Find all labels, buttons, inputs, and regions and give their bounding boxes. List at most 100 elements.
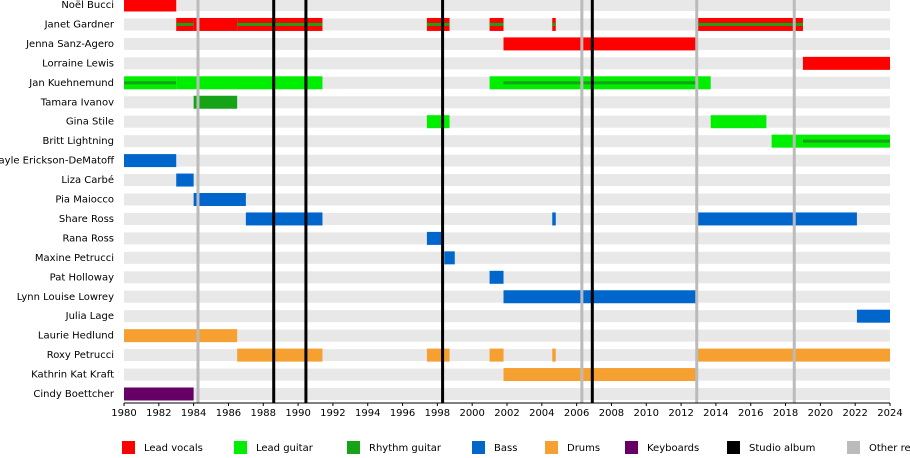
tenure-bar (124, 154, 177, 168)
tenure-bar (503, 37, 697, 51)
row-band (124, 251, 890, 264)
x-tick-label: 2016 (738, 408, 763, 419)
member-name: Cindy Boettcher (33, 389, 115, 400)
x-tick-label: 2006 (564, 408, 589, 419)
tenure-bar (856, 309, 890, 323)
tenure-bar (193, 193, 246, 206)
tenure-bar (489, 76, 504, 90)
row-band (124, 154, 890, 167)
x-tick-label: 2018 (773, 408, 798, 419)
x-tick-label: 2012 (668, 408, 693, 419)
x-tick-label: 1994 (355, 408, 380, 419)
tenure-bar (802, 56, 890, 70)
tenure-bar (489, 348, 504, 362)
tenure-bar (696, 212, 857, 226)
legend-label: Lead guitar (256, 443, 314, 454)
x-tick-label: 1982 (146, 408, 171, 419)
row-band (124, 310, 890, 323)
tenure-bar (245, 212, 323, 226)
member-name: Roxy Petrucci (47, 350, 114, 361)
member-name: Julia Lage (65, 311, 114, 322)
secondary-role-stripe (503, 81, 697, 85)
member-name: Britt Lightning (42, 136, 114, 147)
tenure-bar (193, 95, 238, 109)
tenure-bar (124, 0, 177, 12)
x-tick-label: 2008 (599, 408, 624, 419)
secondary-role-stripe (489, 22, 504, 26)
legend-label: Lead vocals (144, 443, 203, 454)
x-tick-label: 2004 (529, 408, 554, 419)
tenure-bar (696, 76, 711, 90)
member-name: Rana Ross (62, 233, 114, 244)
row-band (124, 115, 890, 128)
x-tick-label: 1986 (216, 408, 241, 419)
member-name: Share Ross (59, 214, 114, 225)
legend-swatch (545, 441, 558, 454)
tenure-bar (426, 348, 450, 362)
legend-swatch (727, 441, 740, 454)
member-name: Noël Bucci (61, 0, 114, 11)
tenure-bar (503, 290, 697, 304)
member-name: Lorraine Lewis (42, 58, 114, 69)
secondary-role-stripe (552, 22, 556, 26)
legend-swatch (625, 441, 638, 454)
tenure-bar (710, 115, 767, 129)
secondary-role-stripe (802, 139, 890, 143)
legend-swatch (347, 441, 360, 454)
tenure-bar (426, 115, 450, 129)
x-tick-label: 2010 (634, 408, 659, 419)
tenure-bar (124, 329, 238, 343)
x-tick-label: 2002 (494, 408, 519, 419)
tenure-bar (426, 231, 443, 245)
tenure-bar (193, 17, 238, 31)
legend-label: Drums (567, 443, 600, 454)
tenure-bar (503, 368, 697, 382)
secondary-role-stripe (696, 22, 803, 26)
x-tick-label: 1996 (390, 408, 415, 419)
x-tick-label: 2000 (459, 408, 484, 419)
tenure-bar (771, 134, 803, 148)
row-band (124, 135, 890, 148)
member-name: Jan Kuehnemund (28, 78, 114, 89)
legend-label: Keyboards (647, 443, 699, 454)
row-band (124, 388, 890, 400)
row-band (124, 232, 890, 245)
tenure-bar (176, 173, 194, 187)
member-name: Laurie Hedlund (38, 331, 114, 342)
x-tick-label: 1980 (111, 408, 136, 419)
row-band (124, 329, 890, 342)
tenure-bar (237, 348, 323, 362)
row-band (124, 193, 890, 206)
legend-label: Other releases (869, 443, 910, 454)
tenure-bar (176, 76, 323, 90)
x-tick-label: 1998 (425, 408, 450, 419)
legend-label: Studio album (749, 443, 815, 454)
member-name: Maxine Petrucci (35, 253, 114, 264)
secondary-role-stripe (426, 22, 450, 26)
row-band (124, 271, 890, 284)
row-band (124, 174, 890, 187)
legend-swatch (472, 441, 485, 454)
member-name: Pat Holloway (50, 272, 114, 283)
member-name: Jenna Sanz-Agero (25, 39, 114, 50)
tenure-bar (444, 251, 455, 265)
tenure-bar (124, 387, 194, 401)
member-name: Janet Gardner (44, 19, 115, 30)
x-tick-label: 1984 (181, 408, 206, 419)
secondary-role-stripe (176, 22, 194, 26)
member-name: Gina Stile (66, 117, 114, 128)
x-tick-label: 1992 (320, 408, 345, 419)
tenure-bar (552, 212, 556, 226)
secondary-role-stripe (237, 22, 323, 26)
member-name: Tamara Ivanov (40, 97, 114, 108)
x-tick-label: 1988 (251, 408, 276, 419)
legend-swatch (847, 441, 860, 454)
tenure-bar (552, 348, 556, 362)
member-name: Lynn Louise Lowrey (17, 292, 114, 303)
row-band (124, 57, 890, 70)
tenure-bar (489, 270, 504, 284)
member-name: Pia Maiocco (55, 195, 114, 206)
member-name: Liza Carbé (61, 174, 114, 186)
x-tick-label: 2020 (808, 408, 833, 419)
